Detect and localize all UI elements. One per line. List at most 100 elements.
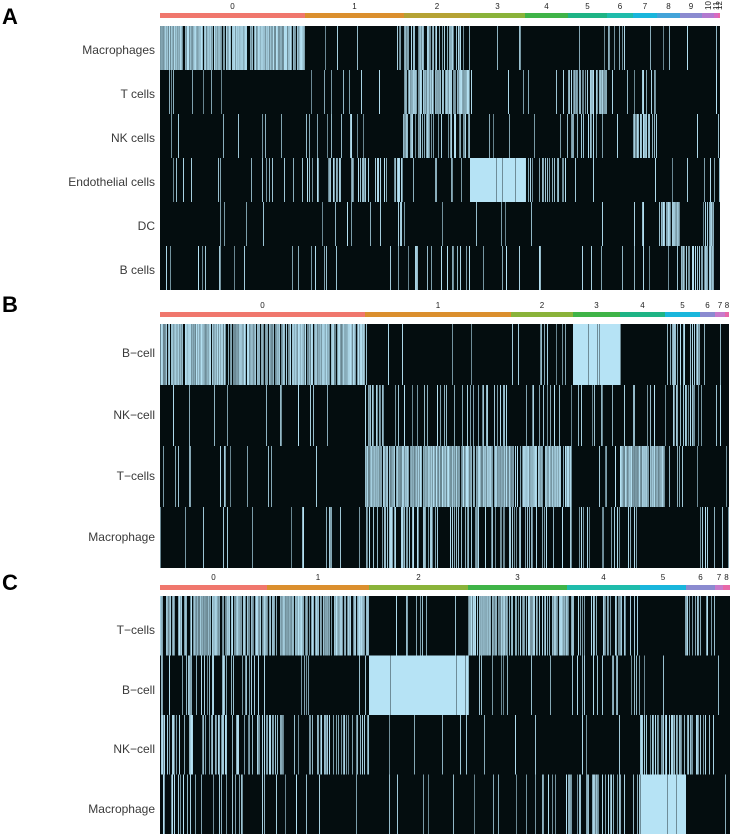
heatmap-cell [725,507,729,568]
heatmap-stripe [442,202,443,246]
heatmap-stripe [596,114,597,158]
heatmap-stripe [191,596,192,656]
heatmap-stripe [302,596,303,656]
heatmap-stripe [535,446,536,507]
heatmap-stripe [222,715,223,775]
heatmap-stripe [468,596,469,656]
heatmap-stripe [320,596,321,656]
heatmap-stripe [250,324,251,385]
heatmap-stripe [577,655,578,715]
heatmap-stripe [298,715,299,775]
heatmap-stripe [485,507,486,568]
heatmap-stripe [473,596,474,656]
heatmap-stripe [190,26,191,70]
heatmap-stripe [379,70,380,114]
heatmap-stripe [549,596,550,656]
heatmap-stripe [577,774,578,834]
heatmap-stripe [408,246,409,290]
heatmap-stripe [571,446,572,507]
heatmap-stripe [525,446,526,507]
heatmap-stripe [643,246,644,290]
heatmap-stripe [636,446,637,507]
heatmap-stripe [219,324,220,385]
heatmap-stripe [230,446,231,507]
cluster-label: 2 [540,301,545,310]
heatmap-stripe [506,446,507,507]
heatmap-stripe [211,26,212,70]
heatmap-stripe [604,70,605,114]
heatmap-stripe [646,114,647,158]
heatmap-stripe [720,385,721,446]
heatmap-stripe [184,596,185,656]
heatmap-stripe [178,114,179,158]
heatmap-stripe [221,715,222,775]
heatmap-stripe [536,507,537,568]
heatmap-stripe [594,385,595,446]
heatmap-stripe [534,114,535,158]
heatmap-stripe [545,596,546,656]
heatmap-stripe [621,446,622,507]
heatmap-stripe [326,596,327,656]
heatmap-stripe [688,246,689,290]
heatmap-stripe [452,158,453,202]
heatmap-stripe [556,596,557,656]
heatmap-stripe [271,324,272,385]
heatmap-stripe [711,202,712,246]
heatmap-stripe [536,446,537,507]
cluster-bar [715,585,723,590]
heatmap-stripe [378,158,379,202]
heatmap-stripe [368,596,369,656]
heatmap-stripe [556,446,557,507]
heatmap-stripe [176,158,177,202]
heatmap-stripe [377,385,378,446]
heatmap-cell [657,26,680,70]
heatmap-stripe [453,446,454,507]
heatmap-stripe [399,446,400,507]
heatmap-stripe [226,596,227,656]
heatmap-stripe [504,385,505,446]
heatmap-cell [718,70,720,114]
heatmap-stripe [438,446,439,507]
heatmap-stripe [634,446,635,507]
heatmap-stripe [171,324,172,385]
heatmap-stripe [437,70,438,114]
heatmap-stripe [535,715,536,775]
heatmap-stripe [509,596,510,656]
heatmap-stripe [201,324,202,385]
heatmap-stripe [177,324,178,385]
heatmap-stripe [267,715,268,775]
heatmap-stripe [178,596,179,656]
heatmap-stripe [414,715,415,775]
heatmap-stripe [445,70,446,114]
heatmap-stripe [611,507,612,568]
heatmap-stripe [520,446,521,507]
heatmap-stripe [198,596,199,656]
heatmap-stripe [728,507,729,568]
heatmap-stripe [223,114,224,158]
heatmap-cell [680,114,702,158]
heatmap-stripe [168,324,169,385]
heatmap-stripe [225,446,226,507]
heatmap-stripe [245,596,246,656]
heatmap-stripe [560,446,561,507]
heatmap-stripe [529,507,530,568]
heatmap-stripe [584,655,585,715]
heatmap-cell [714,202,718,246]
heatmap-stripe [463,26,464,70]
cluster-bar [723,585,730,590]
heatmap-stripe [205,324,206,385]
heatmap-stripe [190,324,191,385]
heatmap-stripe [240,596,241,656]
heatmap-stripe [341,324,342,385]
heatmap-stripe [327,114,328,158]
heatmap-stripe [451,158,452,202]
heatmap-stripe [604,596,605,656]
heatmap-stripe [552,774,553,834]
heatmap-stripe [200,324,201,385]
heatmap-stripe [544,596,545,656]
heatmap-stripe [429,26,430,70]
heatmap-stripe [457,246,458,290]
heatmap-cell [305,70,404,114]
heatmap-cell [305,246,404,290]
